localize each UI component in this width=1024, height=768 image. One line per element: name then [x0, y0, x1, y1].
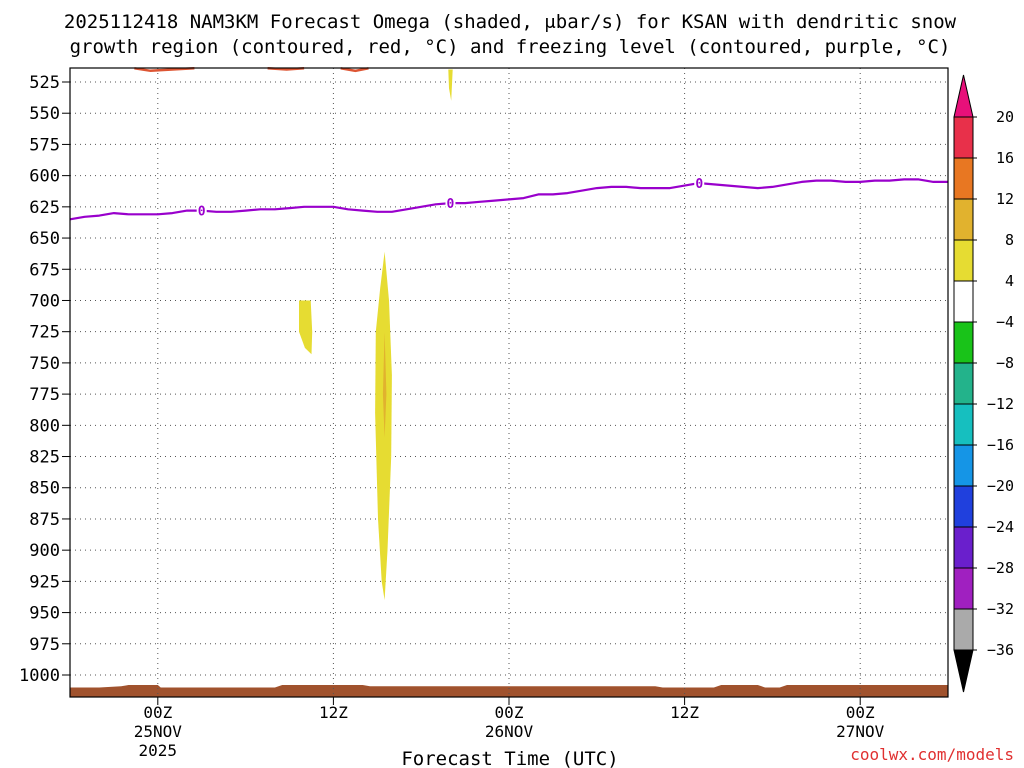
- colorbar-tick-label: −24: [987, 518, 1014, 536]
- x-axis-label: Forecast Time (UTC): [401, 748, 618, 768]
- y-tick-label: 900: [29, 541, 60, 561]
- colorbar-tick-label: −32: [987, 600, 1014, 618]
- y-tick-label: 925: [29, 572, 60, 592]
- colorbar-tick-label: 20: [996, 108, 1014, 126]
- x-tick-label: 27NOV: [836, 722, 885, 741]
- colorbar-tick-label: −8: [996, 354, 1014, 372]
- colorbar-swatch: [953, 526, 974, 569]
- colorbar-swatch: [953, 403, 974, 446]
- omega-region: [448, 69, 453, 101]
- omega-region: [299, 300, 313, 355]
- plot-frame: [69, 67, 949, 698]
- x-tick-label: 2025: [139, 741, 178, 760]
- colorbar: 20 16 12 8 4 −4 −8 −12 −16 −20 −24 −28 −32 −36: [953, 74, 1014, 693]
- y-tick-label: 575: [29, 135, 60, 155]
- colorbar-swatch: [953, 157, 974, 200]
- y-tick-label: 550: [29, 104, 60, 124]
- colorbar-swatch: [953, 239, 974, 282]
- x-tick-label: 26NOV: [485, 722, 534, 741]
- colorbar-swatch: [953, 280, 974, 323]
- colorbar-swatch: [953, 485, 974, 528]
- x-tick-label: 00Z: [143, 703, 172, 722]
- y-tick-label: 850: [29, 479, 60, 499]
- colorbar-swatch: [953, 198, 974, 241]
- x-tick-label: 00Z: [846, 703, 875, 722]
- colorbar-tick-label: −16: [987, 436, 1014, 454]
- grid-layer: [70, 68, 948, 697]
- x-tick-label: 12Z: [319, 703, 348, 722]
- dgz-contour: [340, 67, 369, 73]
- y-tick-label: 725: [29, 323, 60, 343]
- y-tick-label: 825: [29, 448, 60, 468]
- colorbar-tick-label: 12: [996, 190, 1014, 208]
- colorbar-bottom-arrow: [953, 649, 974, 693]
- colorbar-tick-label: 4: [1005, 272, 1014, 290]
- dgz-contour: [134, 67, 195, 73]
- y-axis: 525 550 575 600 625 650 675 700 725 750 775 800 825 8…: [19, 73, 70, 686]
- y-tick-label: 675: [29, 260, 60, 280]
- y-tick-label: 650: [29, 229, 60, 249]
- colorbar-swatch: [953, 116, 974, 159]
- y-tick-label: 750: [29, 354, 60, 374]
- y-tick-label: 525: [29, 73, 60, 93]
- y-tick-label: 1000: [19, 666, 60, 686]
- y-tick-label: 800: [29, 416, 60, 436]
- chart-title-line2: growth region (contoured, red, °C) and f…: [70, 36, 951, 58]
- colorbar-swatch: [953, 567, 974, 610]
- freezing-level-label: 0: [695, 177, 703, 192]
- freezing-level-line: [69, 178, 948, 221]
- y-tick-label: 700: [29, 291, 60, 311]
- colorbar-tick-label: −12: [987, 395, 1014, 413]
- terrain-fill: [70, 685, 948, 697]
- freezing-level-label: 0: [198, 205, 206, 220]
- y-tick-label: 875: [29, 510, 60, 530]
- freezing-level-label-bg: [694, 176, 705, 190]
- freezing-level-layer: 0 0 0: [69, 176, 948, 221]
- freezing-level-label: 0: [447, 197, 455, 212]
- y-tick-label: 600: [29, 167, 60, 187]
- colorbar-tick-label: −36: [987, 641, 1014, 659]
- colorbar-tick-label: 16: [996, 149, 1014, 167]
- omega-region: [375, 251, 392, 601]
- colorbar-swatch: [953, 362, 974, 405]
- credit-text: coolwx.com/models: [850, 745, 1014, 764]
- freezing-level-label-bg: [196, 203, 207, 217]
- plot-area: 0 0 0: [69, 67, 949, 698]
- colorbar-tick-label: −28: [987, 559, 1014, 577]
- x-tick-label: 00Z: [495, 703, 524, 722]
- dgz-contour: [267, 67, 305, 71]
- dendritic-growth-contour-layer: [134, 67, 369, 73]
- terrain-layer: [70, 685, 948, 697]
- omega-region: [382, 331, 387, 438]
- colorbar-swatch: [953, 444, 974, 487]
- colorbar-tick-label: 8: [1005, 231, 1014, 249]
- colorbar-swatch: [953, 608, 974, 651]
- omega-shading-layer: [299, 69, 453, 601]
- y-tick-label: 625: [29, 198, 60, 218]
- colorbar-swatch: [953, 321, 974, 364]
- x-tick-label: 12Z: [670, 703, 699, 722]
- y-tick-label: 950: [29, 604, 60, 624]
- y-tick-label: 775: [29, 385, 60, 405]
- chart-title-line1: 2025112418 NAM3KM Forecast Omega (shaded…: [64, 11, 957, 33]
- y-tick-label: 975: [29, 635, 60, 655]
- colorbar-tick-label: −4: [996, 313, 1014, 331]
- colorbar-tick-label: −20: [987, 477, 1014, 495]
- x-tick-label: 25NOV: [134, 722, 183, 741]
- freezing-level-label-bg: [445, 196, 456, 210]
- colorbar-top-arrow: [953, 74, 974, 118]
